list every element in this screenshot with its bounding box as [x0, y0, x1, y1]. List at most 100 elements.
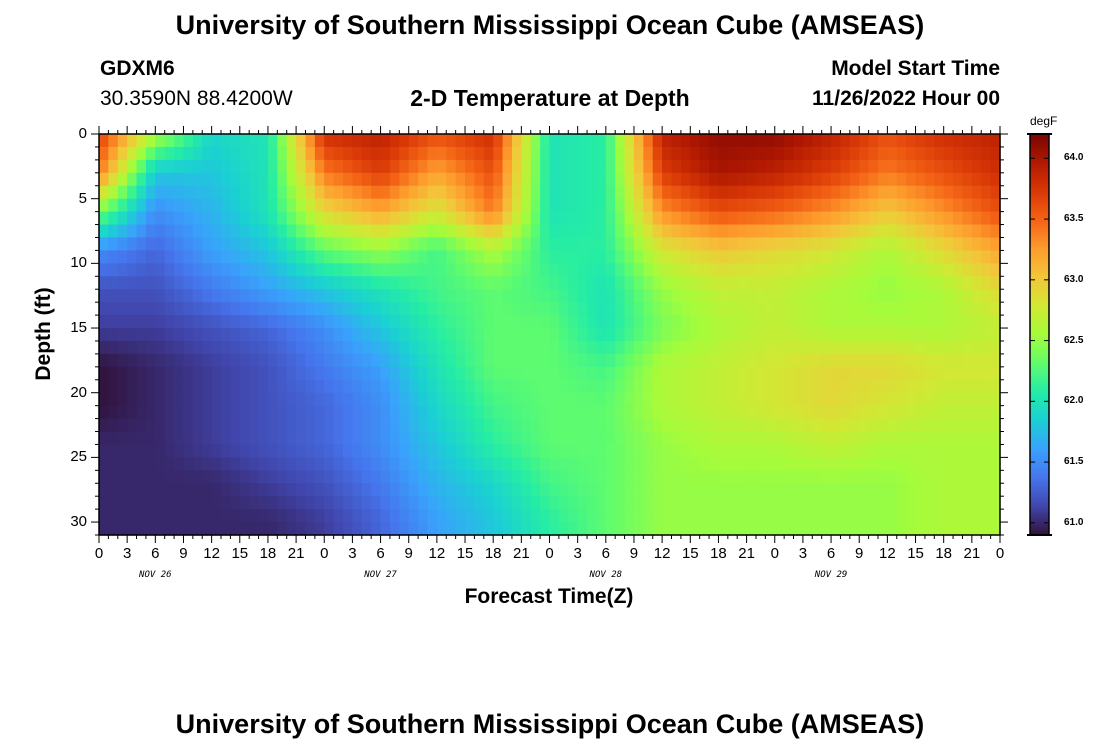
heatmap-cell: [343, 470, 354, 484]
heatmap-cell: [493, 250, 504, 264]
heatmap-cell: [493, 134, 504, 148]
heatmap-cell: [258, 509, 269, 523]
heatmap-cell: [389, 263, 400, 277]
heatmap-cell: [267, 302, 278, 316]
heatmap-cell: [859, 250, 870, 264]
heatmap-cell: [596, 302, 607, 316]
heatmap-cell: [587, 134, 598, 148]
heatmap-cell: [361, 134, 372, 148]
heatmap-cell: [615, 198, 626, 213]
heatmap-cell: [474, 353, 485, 368]
heatmap-cell: [465, 302, 476, 316]
heatmap-cell: [821, 328, 832, 342]
heatmap-cell: [868, 263, 879, 277]
heatmap-cell: [755, 483, 766, 497]
heatmap-cell: [361, 379, 372, 394]
heatmap-cell: [577, 405, 588, 420]
heatmap-cell: [371, 302, 382, 316]
heatmap-cell: [465, 134, 476, 148]
heatmap-cell: [774, 276, 785, 290]
heatmap-cell: [502, 366, 513, 381]
heatmap-cell: [981, 366, 992, 381]
heatmap-cell: [286, 198, 297, 213]
heatmap-cell: [558, 224, 569, 239]
heatmap-cell: [718, 366, 729, 381]
heatmap-cell: [558, 172, 569, 187]
heatmap-cell: [258, 444, 269, 458]
heatmap-cell: [145, 496, 156, 510]
heatmap-cell: [465, 185, 476, 200]
heatmap-cell: [577, 470, 588, 484]
heatmap-cell: [577, 289, 588, 303]
heatmap-cell: [399, 263, 410, 277]
heatmap-cell: [915, 379, 926, 394]
x-tick-label: 12: [428, 545, 446, 562]
heatmap-cell: [859, 496, 870, 510]
heatmap-cell: [493, 483, 504, 497]
heatmap-cell: [145, 250, 156, 264]
heatmap-cell: [258, 211, 269, 226]
heatmap-cell: [906, 418, 917, 433]
heatmap-cell: [530, 444, 541, 458]
heatmap-cell: [239, 237, 250, 252]
heatmap-cell: [812, 379, 823, 394]
heatmap-cell: [221, 392, 231, 407]
heatmap-cell: [943, 224, 954, 239]
heatmap-cell: [784, 224, 795, 239]
heatmap-cell: [380, 431, 391, 446]
heatmap-cell: [324, 289, 335, 303]
heatmap-cell: [549, 315, 560, 329]
heatmap-cell: [521, 392, 532, 407]
heatmap-cell: [427, 146, 438, 161]
heatmap-cell: [371, 483, 382, 497]
heatmap-cell: [831, 496, 842, 510]
heatmap-cell: [380, 159, 391, 174]
heatmap-cell: [615, 328, 626, 342]
x-tick-label: 6: [601, 545, 610, 562]
heatmap-cell: [615, 496, 626, 510]
heatmap-cell: [662, 353, 673, 368]
heatmap-cell: [746, 522, 757, 536]
heatmap-cell: [962, 211, 973, 226]
heatmap-cell: [239, 159, 250, 174]
heatmap-cell: [643, 418, 654, 433]
heatmap-cell: [108, 340, 119, 355]
heatmap-cell: [399, 522, 410, 536]
heatmap-cell: [680, 405, 691, 420]
heatmap-cell: [493, 353, 504, 368]
heatmap-cell: [624, 470, 635, 484]
heatmap-cell: [314, 522, 325, 536]
heatmap-cell: [877, 366, 888, 381]
heatmap-cell: [549, 444, 560, 458]
heatmap-cell: [915, 522, 926, 536]
heatmap-cell: [380, 315, 391, 329]
heatmap-cell: [690, 315, 701, 329]
heatmap-cell: [887, 276, 898, 290]
heatmap-cell: [587, 340, 598, 355]
heatmap-cell: [277, 159, 288, 174]
heatmap-cell: [249, 431, 260, 446]
heatmap-cell: [249, 237, 260, 252]
heatmap-cell: [183, 328, 194, 342]
heatmap-cell: [117, 250, 128, 264]
heatmap-cell: [511, 431, 522, 446]
heatmap-cell: [521, 431, 532, 446]
heatmap-cell: [380, 185, 391, 200]
heatmap-cell: [981, 159, 992, 174]
heatmap-cell: [812, 289, 823, 303]
plot-axes: [91, 126, 1008, 543]
heatmap-cell: [615, 276, 626, 290]
heatmap-cell: [765, 237, 776, 252]
heatmap-cell: [755, 418, 766, 433]
heatmap-cell: [633, 198, 644, 213]
heatmap-cell: [258, 418, 269, 433]
heatmap-cell: [296, 250, 307, 264]
heatmap-cell: [249, 198, 260, 213]
heatmap-cell: [399, 366, 410, 381]
heatmap-cell: [408, 172, 419, 187]
heatmap-cell: [953, 172, 964, 187]
heatmap-cell: [249, 250, 260, 264]
heatmap-cell: [596, 185, 607, 200]
heatmap-cell: [990, 134, 1001, 148]
heatmap-cell: [877, 289, 888, 303]
